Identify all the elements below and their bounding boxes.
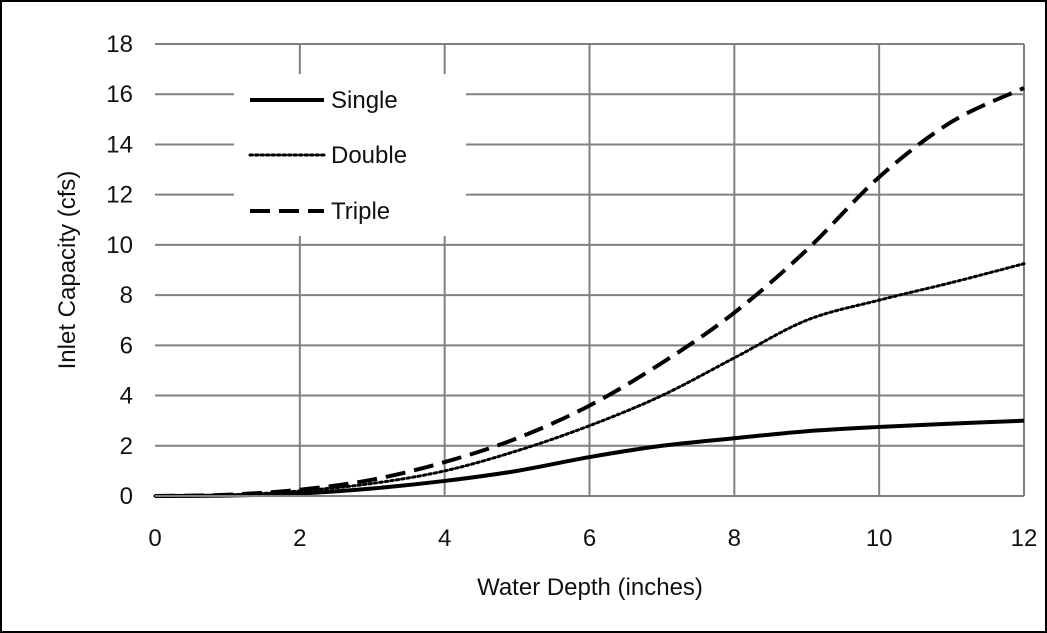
x-tick-label: 2 <box>293 525 306 552</box>
y-tick-label: 18 <box>106 31 133 58</box>
y-tick-label: 8 <box>120 282 133 309</box>
series-line-single <box>154 418 1025 498</box>
y-tick-label: 4 <box>120 383 133 410</box>
y-tick-label: 10 <box>106 232 133 259</box>
y-tick-label: 14 <box>106 131 133 158</box>
x-tick-label: 6 <box>583 525 596 552</box>
x-tick-label: 8 <box>728 525 741 552</box>
tick-labels: 0 2 4 6 8 10 12 14 16 18 0 2 4 6 8 10 12 <box>106 31 1037 552</box>
legend-item-triple: Triple <box>250 198 390 225</box>
x-tick-label: 12 <box>1011 525 1038 552</box>
y-axis-title: Inlet Capacity (cfs) <box>54 171 81 370</box>
legend: Single Double Triple <box>248 87 407 225</box>
y-tick-label: 2 <box>120 433 133 460</box>
y-tick-label: 16 <box>106 81 133 108</box>
series-lines <box>153 86 1026 498</box>
y-tick-label: 0 <box>120 483 133 510</box>
x-tick-label: 0 <box>148 525 161 552</box>
x-tick-label: 4 <box>438 525 451 552</box>
series-line-triple <box>154 86 1025 498</box>
x-tick-label: 10 <box>866 525 893 552</box>
series-line-double <box>153 262 1026 498</box>
legend-item-single: Single <box>250 87 398 114</box>
y-tick-label: 12 <box>106 182 133 209</box>
legend-label: Single <box>331 87 398 114</box>
legend-label: Double <box>331 142 407 169</box>
legend-label: Triple <box>331 198 390 225</box>
legend-item-double: Double <box>248 142 407 169</box>
y-tick-label: 6 <box>120 332 133 359</box>
x-axis-title: Water Depth (inches) <box>477 574 703 601</box>
